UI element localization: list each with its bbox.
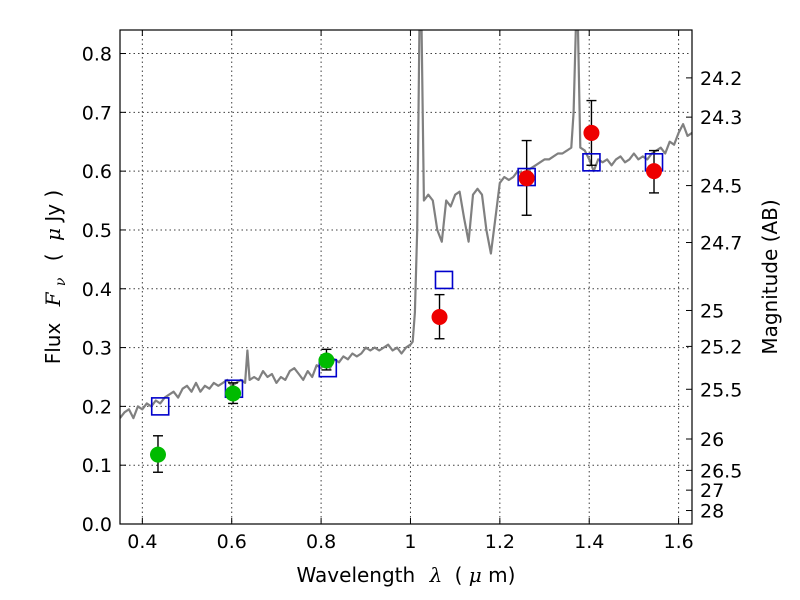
y-axis-label: Flux F ν ( μ Jy ) (41, 190, 70, 365)
photometry-point (583, 124, 600, 141)
photometry-point (518, 170, 535, 187)
x-axis-label-symbol: λ (429, 563, 443, 587)
model-square-marker (150, 397, 170, 416)
x-tick-label: 0.6 (217, 531, 247, 553)
photometry-point (646, 163, 663, 180)
y-tick-label: 0.6 (82, 161, 112, 183)
right-tick-label: 25.5 (700, 379, 742, 401)
y-tick-label: 0.0 (82, 514, 112, 536)
x-axis-label: Wavelength λ ( μ m) (297, 563, 516, 587)
y-axis-label-group: Flux F ν ( μ Jy ) (41, 190, 70, 365)
y-axis-label-unit-close: Jy ) (41, 190, 65, 224)
right-tick-label: 25.2 (700, 336, 742, 358)
y-tick-label: 0.7 (82, 102, 112, 124)
photometry-point (318, 352, 335, 369)
x-axis-label-unit-open: ( (455, 563, 463, 587)
x-tick-label: 1.2 (485, 531, 515, 553)
spectrum-layer (120, 30, 692, 420)
y-tick-label: 0.4 (82, 279, 112, 301)
y-axis-label-unit-mu: μ (41, 228, 65, 241)
photometry-point (431, 308, 448, 325)
markers-layer (149, 124, 664, 463)
right-tick-label: 28 (700, 501, 724, 523)
right-tick-label: 25 (700, 300, 724, 322)
right-tick-label: 27 (700, 480, 724, 502)
y-axis-ticks: 0.0 0.1 0.2 0.3 0.4 0.5 0.6 0.7 0.8 (82, 44, 126, 536)
x-tick-label: 1.6 (663, 531, 693, 553)
right-tick-label: 26 (700, 429, 724, 451)
right-axis-label: Magnitude (AB) (758, 199, 782, 354)
right-tick-label: 24.3 (700, 107, 742, 129)
x-tick-label: 0.4 (127, 531, 157, 553)
spectrum-line (120, 30, 692, 420)
y-tick-label: 0.3 (82, 338, 112, 360)
y-axis-label-main: Flux (41, 323, 65, 365)
x-axis-label-unit-close: m) (488, 563, 515, 587)
right-tick-label: 24.5 (700, 176, 742, 198)
y-axis-label-symbol: F (41, 291, 65, 307)
x-tick-label: 1 (404, 531, 416, 553)
photometry-point (225, 385, 242, 402)
y-axis-label-unit-open: ( (41, 253, 65, 261)
right-tick-label: 24.7 (700, 233, 742, 255)
x-axis-ticks: 0.4 0.6 0.8 1 1.2 1.4 1.6 (127, 30, 694, 553)
y-tick-label: 0.1 (82, 455, 112, 477)
x-axis-label-main: Wavelength (297, 563, 416, 587)
y-tick-label: 0.8 (82, 44, 112, 66)
right-tick-label: 26.5 (700, 460, 742, 482)
right-tick-label: 24.2 (700, 68, 742, 90)
x-axis-label-unit-mu: μ (469, 563, 482, 587)
y-axis-label-subscript: ν (53, 277, 69, 286)
photometry-point (149, 446, 166, 463)
plot-frame (119, 29, 693, 525)
model-square-marker (582, 153, 601, 172)
x-tick-label: 0.8 (306, 531, 336, 553)
y-tick-label: 0.2 (82, 396, 112, 418)
model-square-marker (434, 270, 454, 290)
y-tick-label: 0.5 (82, 220, 112, 242)
x-tick-label: 1.4 (574, 531, 604, 553)
